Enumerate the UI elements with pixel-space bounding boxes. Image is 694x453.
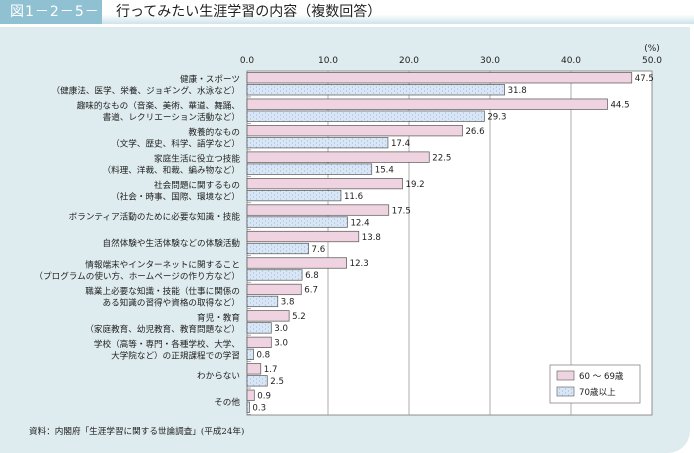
x-tick-label: 0.0 (240, 56, 255, 66)
category-label: 社会問題に関するもの (154, 179, 240, 191)
value-label-60-69: 22.5 (432, 153, 451, 163)
bar-60-69 (246, 336, 272, 348)
value-label-70-plus: 3.0 (274, 324, 288, 334)
value-label-70-plus: 29.3 (487, 112, 506, 122)
category-label: （文学、歴史、科学、語学など） (111, 138, 240, 150)
x-tick-label: 20.0 (399, 56, 419, 66)
category-label: ボランティア活動のために必要な知識・技能 (69, 211, 241, 223)
bar-60-69 (246, 98, 608, 110)
bar-60-69 (246, 389, 255, 401)
category-label: 職業上必要な知識・技能（仕事に関係の (85, 285, 240, 297)
category-labels: 健康・スポーツ（健康法、医学、栄養、ジョギング、水泳など） 趣味的なもの（音楽、美… (34, 73, 240, 408)
category-label: ある知識の習得や資格の取得など） (102, 296, 240, 308)
header-background (0, 0, 694, 24)
category-label: わからない (197, 370, 240, 381)
bar-60-69 (246, 230, 360, 243)
value-label-70-plus: 3.8 (281, 298, 295, 308)
bar-70-plus (246, 348, 254, 360)
category-label: 健康・スポーツ (180, 73, 240, 85)
category-label: （家庭教育、幼児教育、教育問題など） (85, 323, 240, 335)
value-label-70-plus: 31.8 (508, 86, 527, 96)
bar-70-plus (246, 375, 268, 387)
value-label-60-69: 17.5 (392, 206, 411, 216)
bar-70-plus (246, 322, 272, 334)
bar-70-plus (246, 269, 303, 281)
category-label: その他 (214, 396, 240, 408)
value-label-70-plus: 6.8 (305, 271, 319, 281)
bar-60-69 (246, 204, 390, 216)
category-label: （料理、洋裁、和裁、編み物など） (102, 164, 240, 176)
value-label-70-plus: 17.4 (391, 139, 410, 149)
value-label-60-69: 6.7 (304, 286, 318, 296)
bar-70-plus (246, 163, 373, 175)
legend: 60 ～ 69歳 70歳以上 (549, 364, 641, 404)
bar-60-69 (246, 125, 463, 137)
value-label-60-69: 3.0 (274, 339, 288, 349)
category-label: （プログラムの使い方、ホームページの作り方など） (34, 270, 240, 282)
value-label-60-69: 0.9 (257, 392, 271, 402)
value-label-60-69: 26.6 (465, 127, 484, 137)
value-label-60-69: 12.3 (350, 259, 369, 269)
value-label-70-plus: 0.3 (252, 404, 266, 414)
value-label-70-plus: 0.8 (256, 351, 270, 361)
figure-title: 行ってみたい生涯学習の内容（複数回答） (116, 4, 382, 20)
bar-60-69 (246, 177, 403, 190)
category-label: 教養的なもの (188, 126, 240, 138)
x-tick-label: 30.0 (480, 56, 500, 66)
x-tick-label: 50.0 (642, 56, 662, 66)
category-label: 自然体験や生活体験などの体験活動 (102, 237, 240, 249)
category-label: 書道、レクリエーション活動など） (103, 111, 240, 123)
figure-header: 図1－2－5－4 行ってみたい生涯学習の内容（複数回答） (0, 0, 694, 44)
value-label-60-69: 13.8 (362, 233, 381, 243)
legend-label-70-plus: 70歳以上 (579, 386, 616, 398)
bar-60-69 (246, 283, 302, 296)
value-label-60-69: 5.2 (292, 312, 306, 322)
bar-60-69 (246, 257, 347, 269)
legend-swatch-70-plus (556, 386, 575, 397)
value-label-70-plus: 15.4 (375, 165, 394, 175)
unit-label: (%) (644, 44, 660, 54)
bar-60-69 (246, 72, 633, 84)
category-label: 趣味的なもの（音楽、美術、華道、舞踊、 (77, 100, 240, 112)
x-tick-label: 40.0 (561, 56, 581, 66)
value-label-70-plus: 7.6 (312, 245, 326, 255)
bars: 47.5 31.8 44.5 29.326.6 17.4 22.5 15.4 19.2 11.6… (246, 72, 654, 415)
category-label: （社会・時事、国際、環境など） (111, 191, 240, 203)
category-label: 育児・教育 (197, 311, 240, 323)
value-label-60-69: 47.5 (635, 74, 654, 84)
bar-70-plus (246, 295, 279, 308)
category-label: 学校（高等・専門・各種学校、大学、 (94, 338, 240, 350)
legend-swatch-60-69 (556, 370, 575, 381)
bar-70-plus (246, 242, 309, 255)
bar-70-plus (246, 189, 342, 202)
bar-70-plus (246, 110, 485, 122)
value-label-60-69: 1.7 (264, 365, 278, 375)
category-label: 情報端末やインターネットに関すること (85, 258, 240, 270)
x-tick-label: 10.0 (318, 56, 338, 66)
category-label: 家庭生活に役立つ技能 (154, 153, 240, 165)
category-label: （健康法、医学、栄養、ジョギング、水泳など） (52, 85, 240, 97)
value-label-70-plus: 12.4 (350, 218, 369, 228)
bar-60-69 (246, 310, 290, 322)
legend-label-60-69: 60 ～ 69歳 (579, 370, 624, 382)
bar-60-69 (246, 151, 430, 163)
value-label-60-69: 44.5 (610, 100, 629, 110)
category-label: 大学院など）の正規課程での学習 (111, 349, 240, 361)
figure-number: 図1－2－5－4 (0, 0, 102, 44)
bar-70-plus (246, 401, 250, 413)
bar-60-69 (246, 363, 262, 375)
bar-70-plus (246, 137, 389, 149)
bar-70-plus (246, 216, 348, 228)
x-axis-ticks: 0.0 10.0 20.0 30.0 40.0 50.0 (240, 56, 662, 66)
value-label-60-69: 19.2 (406, 180, 425, 190)
bar-70-plus (246, 84, 505, 96)
value-label-70-plus: 11.6 (344, 192, 363, 202)
source-note: 資料：内閣府「生涯学習に関する世論調査」(平成24年) (29, 427, 245, 437)
value-label-70-plus: 2.5 (270, 377, 284, 387)
